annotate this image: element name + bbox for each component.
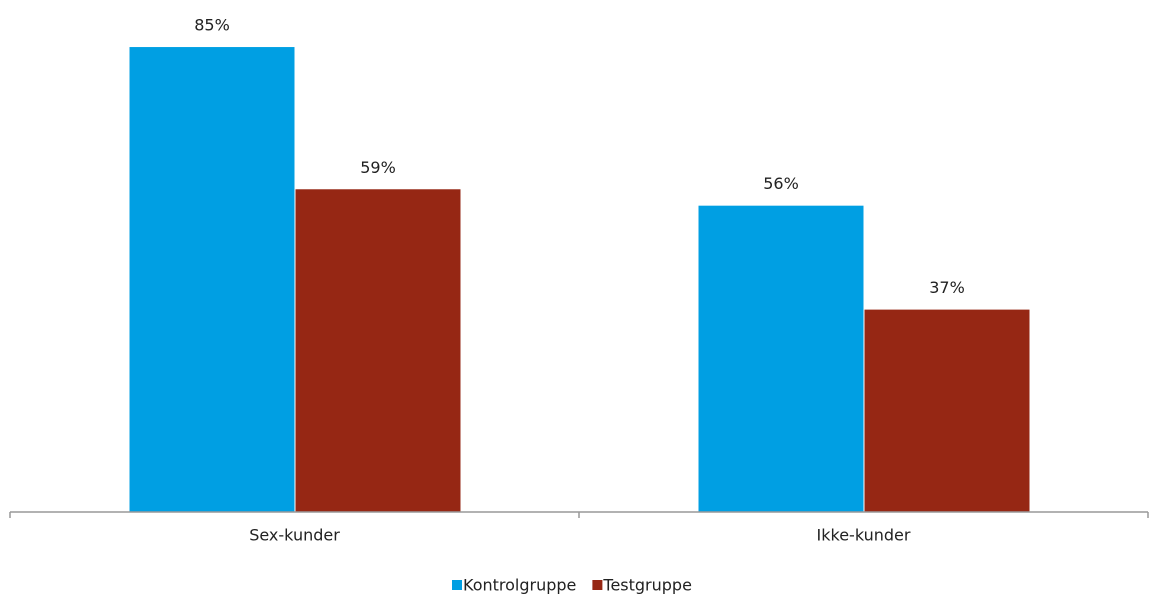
x-tick-label: Sex-kunder [249, 526, 340, 545]
x-tick-label: Ikke-kunder [817, 526, 911, 545]
legend-swatch [452, 580, 462, 590]
data-label: 56% [763, 174, 799, 193]
bar [698, 205, 864, 512]
bar [864, 309, 1030, 512]
legend-label: Kontrolgruppe [463, 576, 576, 595]
bar [295, 189, 461, 512]
legend-swatch [592, 580, 603, 590]
legend-label: Testgruppe [602, 576, 692, 595]
bar [129, 47, 295, 513]
data-label: 37% [929, 278, 965, 297]
data-label: 85% [194, 16, 230, 35]
data-label: 59% [360, 158, 396, 177]
